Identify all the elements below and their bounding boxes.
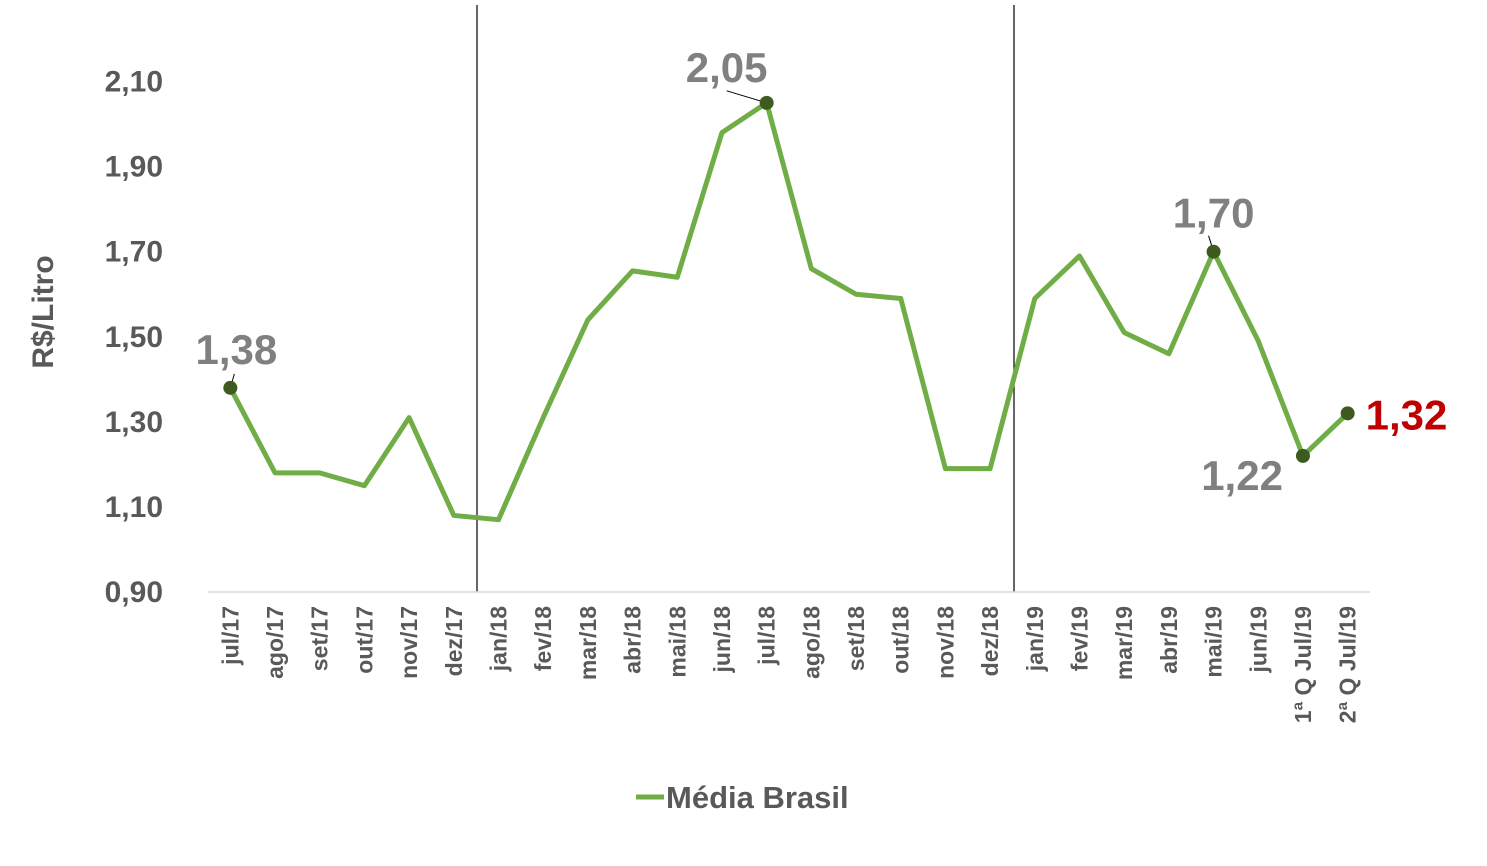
x-tick-label: jun/19 [1245, 606, 1271, 673]
y-tick-label: 1,50 [105, 321, 163, 354]
line-series [228, 100, 1350, 523]
x-tick-label: nov/18 [932, 606, 958, 679]
x-tick-label: fev/19 [1067, 606, 1093, 671]
y-tick-label: 1,90 [105, 151, 163, 184]
legend-label: Média Brasil [666, 780, 849, 815]
y-tick-label: 1,30 [105, 406, 163, 439]
x-tick-label: jul/18 [754, 606, 780, 666]
marker [1295, 448, 1310, 463]
x-tick-label: nov/17 [396, 606, 422, 679]
x-tick-label: mar/18 [575, 606, 601, 680]
y-tick-label: 0,90 [105, 576, 163, 609]
x-tick-label: out/18 [888, 606, 914, 674]
x-tick-label: dez/18 [977, 606, 1003, 677]
y-tick-label: 1,70 [105, 236, 163, 269]
y-tick-label: 2,10 [105, 66, 163, 99]
x-tick-label: abr/19 [1156, 606, 1182, 674]
y-tick-label: 1,10 [105, 491, 163, 524]
x-tick-label: jan/19 [1022, 606, 1048, 672]
data-label: 1,70 [1173, 190, 1255, 237]
x-tick-label: mai/18 [664, 606, 690, 678]
marker [1340, 406, 1355, 421]
x-tick-label: 2ª Q Jul/19 [1335, 606, 1361, 723]
marker [1206, 244, 1221, 259]
x-tick-label: jul/17 [217, 606, 243, 666]
data-label: 1,22 [1201, 452, 1283, 499]
marker [759, 95, 774, 110]
data-label: 2,05 [686, 44, 768, 91]
x-tick-label: dez/17 [441, 606, 467, 676]
x-tick-label: out/17 [351, 606, 377, 674]
x-tick-label: jun/18 [709, 606, 735, 674]
x-tick-label: jan/18 [486, 606, 512, 672]
x-tick-label: mai/19 [1201, 606, 1227, 678]
data-label: 1,32 [1366, 391, 1448, 438]
x-tick-label: mar/19 [1111, 606, 1137, 680]
data-label: 1,38 [195, 326, 277, 373]
x-tick-label: set/18 [843, 606, 869, 671]
x-tick-label: set/17 [307, 606, 333, 671]
x-tick-label: ago/18 [798, 606, 824, 679]
x-tick-label: ago/17 [262, 606, 288, 679]
x-tick-label: 1ª Q Jul/19 [1290, 606, 1316, 723]
x-tick-label: fev/18 [530, 606, 556, 671]
marker [223, 380, 238, 395]
y-axis-title: R$/Litro [27, 255, 60, 368]
x-tick-label: abr/18 [620, 606, 646, 674]
